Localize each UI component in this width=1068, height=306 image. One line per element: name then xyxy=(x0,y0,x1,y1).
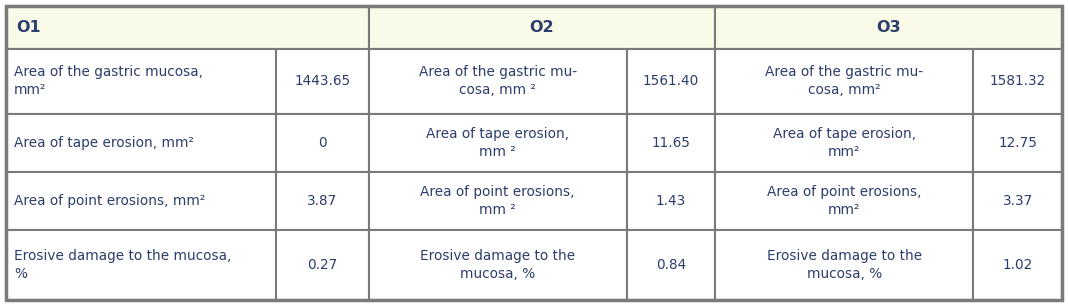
Bar xyxy=(716,6,1062,49)
Text: Area of point erosions, mm²: Area of point erosions, mm² xyxy=(14,194,205,208)
Text: 1443.65: 1443.65 xyxy=(295,74,350,88)
Text: 0: 0 xyxy=(318,136,327,150)
Text: 3.87: 3.87 xyxy=(308,194,337,208)
Text: Area of the gastric mu-
cosa, mm²: Area of the gastric mu- cosa, mm² xyxy=(766,65,924,97)
Text: Erosive damage to the
mucosa, %: Erosive damage to the mucosa, % xyxy=(420,249,576,281)
Text: 1561.40: 1561.40 xyxy=(643,74,700,88)
Bar xyxy=(716,172,974,230)
Text: Area of the gastric mucosa,
mm²: Area of the gastric mucosa, mm² xyxy=(14,65,203,97)
Bar xyxy=(627,114,716,172)
Bar xyxy=(277,230,368,300)
Text: O3: O3 xyxy=(877,20,901,35)
Bar xyxy=(368,172,627,230)
Text: 12.75: 12.75 xyxy=(999,136,1037,150)
Bar xyxy=(277,114,368,172)
Bar xyxy=(716,230,974,300)
Text: Area of tape erosion,
mm²: Area of tape erosion, mm² xyxy=(773,127,916,159)
Bar xyxy=(277,172,368,230)
Bar xyxy=(974,49,1062,114)
Text: O1: O1 xyxy=(16,20,41,35)
Bar xyxy=(6,172,277,230)
Text: Area of the gastric mu-
cosa, mm ²: Area of the gastric mu- cosa, mm ² xyxy=(419,65,577,97)
Text: O2: O2 xyxy=(530,20,554,35)
Text: Area of tape erosion,
mm ²: Area of tape erosion, mm ² xyxy=(426,127,569,159)
Text: Area of point erosions,
mm²: Area of point erosions, mm² xyxy=(767,185,922,217)
Text: 1.43: 1.43 xyxy=(656,194,687,208)
Bar xyxy=(6,49,277,114)
Text: Erosive damage to the
mucosa, %: Erosive damage to the mucosa, % xyxy=(767,249,922,281)
Bar xyxy=(6,230,277,300)
Bar xyxy=(368,49,627,114)
Text: 0.27: 0.27 xyxy=(308,258,337,272)
Text: 11.65: 11.65 xyxy=(651,136,691,150)
Bar xyxy=(716,114,974,172)
Bar xyxy=(6,6,368,49)
Bar xyxy=(6,114,277,172)
Bar xyxy=(974,172,1062,230)
Bar xyxy=(974,230,1062,300)
Bar xyxy=(277,49,368,114)
Bar xyxy=(627,172,716,230)
Bar xyxy=(974,114,1062,172)
Text: 3.37: 3.37 xyxy=(1003,194,1033,208)
Text: Area of point erosions,
mm ²: Area of point erosions, mm ² xyxy=(421,185,575,217)
Bar xyxy=(368,6,716,49)
Text: 0.84: 0.84 xyxy=(656,258,687,272)
Text: 1.02: 1.02 xyxy=(1003,258,1033,272)
Bar xyxy=(716,49,974,114)
Bar xyxy=(368,230,627,300)
Text: 1581.32: 1581.32 xyxy=(990,74,1046,88)
Bar xyxy=(627,49,716,114)
Text: Area of tape erosion, mm²: Area of tape erosion, mm² xyxy=(14,136,194,150)
Text: Erosive damage to the mucosa,
%: Erosive damage to the mucosa, % xyxy=(14,249,232,281)
Bar xyxy=(368,114,627,172)
Bar xyxy=(627,230,716,300)
